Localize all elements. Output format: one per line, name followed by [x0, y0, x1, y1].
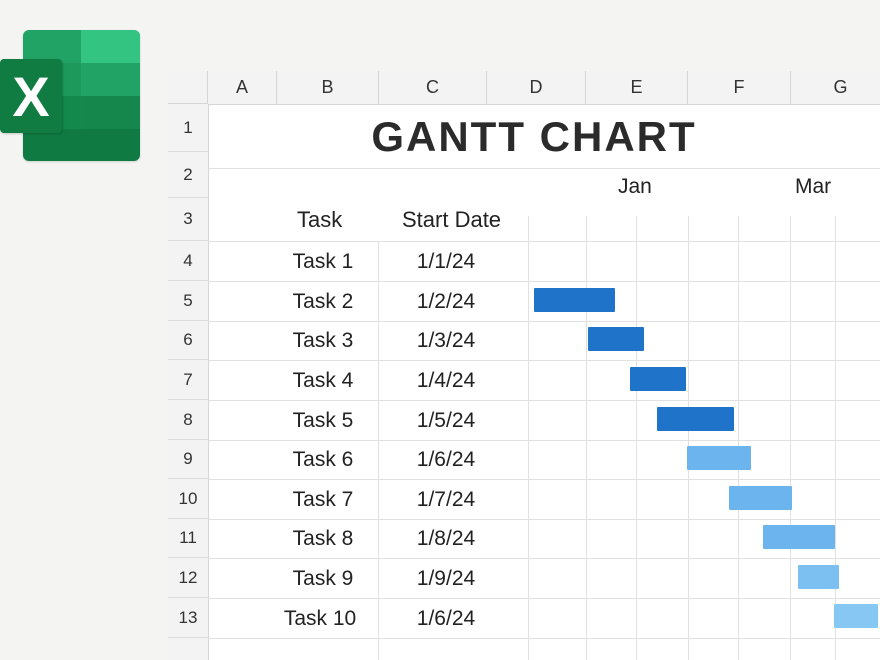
row-header-10[interactable]: 10	[168, 479, 208, 519]
task-name[interactable]: Task 3	[292, 329, 354, 352]
header-start-date: Start Date	[402, 207, 502, 232]
excel-logo-icon: X	[0, 30, 140, 161]
column-header-a[interactable]: A	[208, 71, 277, 104]
gridline-row-11	[208, 558, 880, 559]
task-name[interactable]: Task 1	[292, 250, 354, 273]
column-header-e[interactable]: E	[586, 71, 688, 104]
gridline-row-13	[208, 638, 880, 639]
excel-x-letter-icon: X	[0, 59, 62, 133]
row-header-11[interactable]: 11	[168, 519, 208, 558]
row-header-6[interactable]: 6	[168, 321, 208, 360]
gridline-row-4	[208, 281, 880, 282]
column-header-g[interactable]: G	[833, 77, 848, 97]
month-label-mar: Mar	[795, 175, 832, 198]
page-title: GANTT CHART	[371, 112, 697, 160]
logo-band-4	[23, 129, 140, 161]
gridline-col-b	[378, 241, 379, 660]
logo-cell-1	[81, 30, 140, 63]
gridline-col-e	[688, 216, 689, 660]
gantt-bar-task-7[interactable]	[729, 486, 792, 510]
task-name[interactable]: Task 2	[292, 290, 354, 313]
task-start[interactable]: 1/6/24	[416, 607, 476, 630]
gantt-bar-task-4[interactable]	[630, 367, 686, 391]
gridline-row-10	[208, 519, 880, 520]
task-name[interactable]: Task 7	[292, 488, 354, 511]
gantt-bar-task-5[interactable]	[657, 407, 734, 431]
task-start[interactable]: 1/5/24	[416, 409, 476, 432]
row-header-7[interactable]: 7	[168, 360, 208, 400]
task-start[interactable]: 1/9/24	[416, 567, 476, 590]
gridline-row-12	[208, 598, 880, 599]
gridline-row-3	[208, 241, 880, 242]
gridline-col-e2	[738, 216, 739, 660]
task-start[interactable]: 1/1/24	[416, 250, 476, 273]
row-header-5[interactable]: 5	[168, 281, 208, 321]
row-header-8[interactable]: 8	[168, 400, 208, 440]
task-name[interactable]: Task 10	[283, 607, 357, 630]
task-name[interactable]: Task 4	[292, 369, 354, 392]
logo-cell-2	[81, 63, 140, 96]
gridline-row-6	[208, 360, 880, 361]
gridline-col-c	[528, 216, 529, 660]
row-header-9[interactable]: 9	[168, 440, 208, 479]
task-start[interactable]: 1/2/24	[416, 290, 476, 313]
header-task: Task	[297, 207, 343, 232]
task-start[interactable]: 1/3/24	[416, 329, 476, 352]
task-name[interactable]: Task 9	[292, 567, 354, 590]
gridline-row-9	[208, 479, 880, 480]
gridline-row-5	[208, 321, 880, 322]
gantt-bar-task-8[interactable]	[763, 525, 835, 549]
gridline-col-d2	[636, 216, 637, 660]
task-start[interactable]: 1/7/24	[416, 488, 476, 511]
task-name[interactable]: Task 8	[292, 527, 354, 550]
column-header-f[interactable]: F	[688, 71, 791, 104]
task-start[interactable]: 1/6/24	[416, 448, 476, 471]
row-header-2[interactable]: 2	[168, 152, 208, 198]
gantt-bar-task-6[interactable]	[687, 446, 751, 470]
gantt-bar-task-3[interactable]	[588, 327, 644, 351]
task-start[interactable]: 1/8/24	[416, 527, 476, 550]
select-all-corner[interactable]	[168, 71, 208, 104]
spreadsheet: A B C D E F G 1 2 3 4 5 6 7 8 9 10 11 12…	[168, 71, 880, 660]
row-header-1[interactable]: 1	[168, 104, 208, 152]
gridline-col-f	[790, 216, 791, 660]
row-header-12[interactable]: 12	[168, 558, 208, 598]
gantt-bar-task-10[interactable]	[834, 604, 878, 628]
gantt-bar-task-2[interactable]	[534, 288, 615, 312]
row-header-bar: 1 2 3 4 5 6 7 8 9 10 11 12 13	[168, 104, 209, 660]
gridline-col-d	[586, 216, 587, 660]
row-header-4[interactable]: 4	[168, 241, 208, 281]
gridline-row-1	[208, 168, 880, 169]
column-header-bar: A B C D E F G	[168, 71, 880, 105]
gridline-row-8	[208, 440, 880, 441]
row-header-13[interactable]: 13	[168, 598, 208, 638]
column-header-b[interactable]: B	[277, 71, 379, 104]
excel-logo-document	[23, 30, 140, 161]
gantt-bar-task-9[interactable]	[798, 565, 839, 589]
task-name[interactable]: Task 6	[292, 448, 354, 471]
row-header-3[interactable]: 3	[168, 198, 208, 241]
column-header-c[interactable]: C	[379, 71, 487, 104]
gridline-row-7	[208, 400, 880, 401]
column-header-d[interactable]: D	[487, 71, 586, 104]
month-label-jan: Jan	[618, 175, 652, 198]
logo-cell-3	[81, 96, 140, 129]
gridline-col-g	[835, 216, 836, 660]
task-name[interactable]: Task 5	[292, 409, 354, 432]
task-start[interactable]: 1/4/24	[416, 369, 476, 392]
